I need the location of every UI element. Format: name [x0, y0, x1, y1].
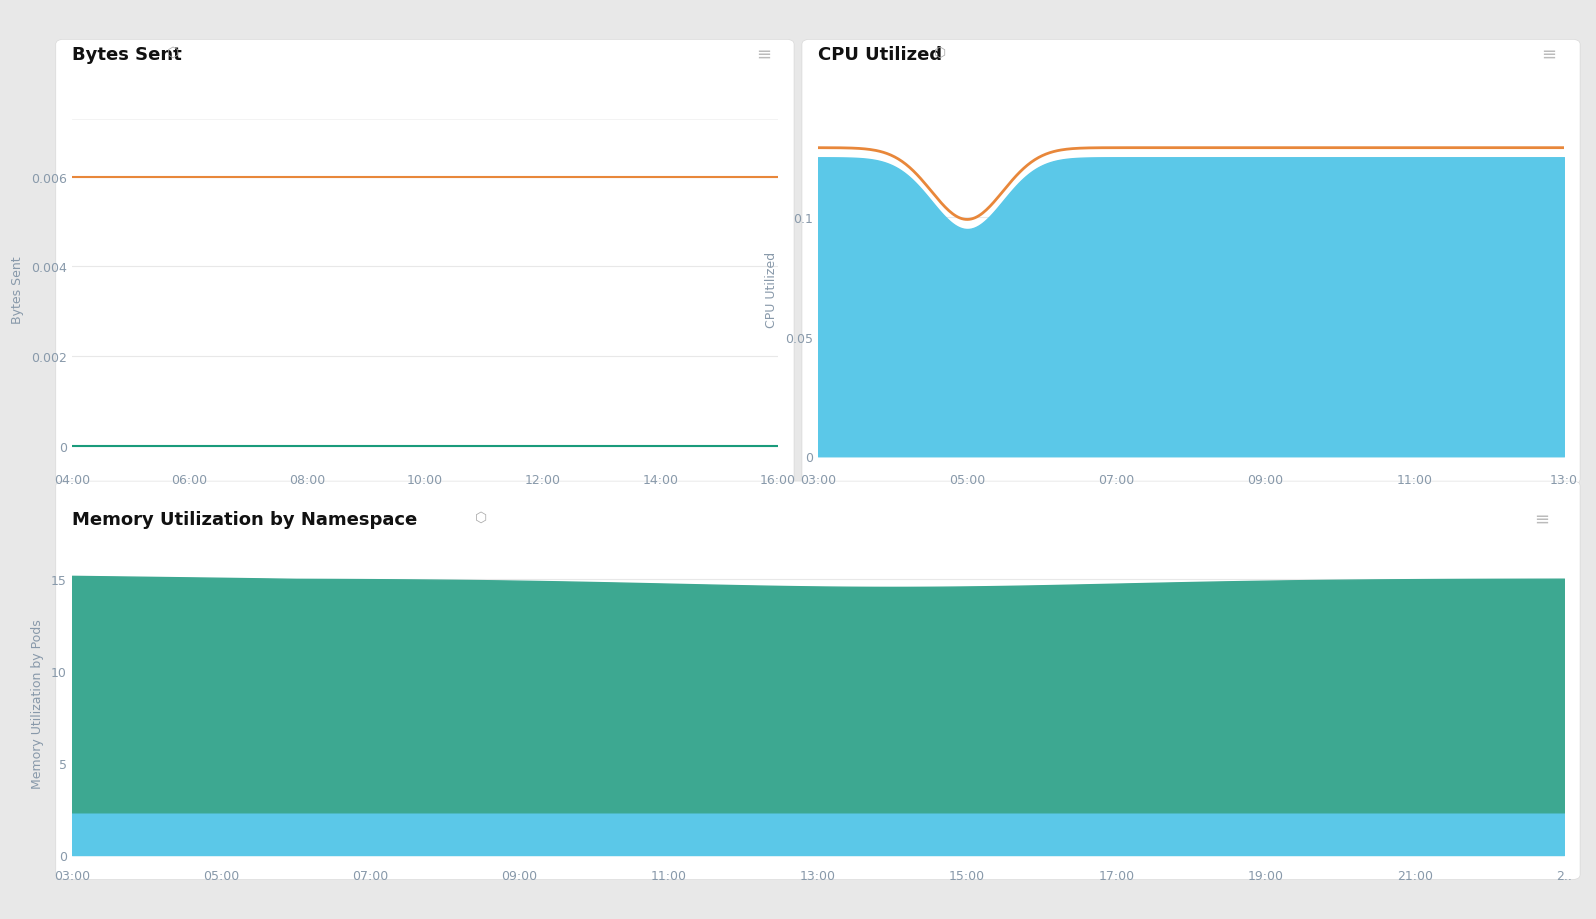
- Text: ⬡: ⬡: [934, 46, 946, 60]
- Y-axis label: Bytes Sent: Bytes Sent: [11, 255, 24, 323]
- Text: ⬡: ⬡: [474, 510, 487, 524]
- Text: ≡: ≡: [1534, 510, 1550, 528]
- Text: ≡: ≡: [1542, 46, 1556, 63]
- Y-axis label: Memory Utilization by Pods: Memory Utilization by Pods: [32, 618, 45, 788]
- Text: Memory Utilization by Namespace: Memory Utilization by Namespace: [72, 510, 417, 528]
- Text: ⬡: ⬡: [168, 46, 179, 60]
- Text: ≡: ≡: [757, 46, 771, 63]
- Text: Bytes Sent: Bytes Sent: [72, 46, 182, 63]
- Text: CPU Utilized: CPU Utilized: [817, 46, 942, 63]
- Y-axis label: CPU Utilized: CPU Utilized: [764, 252, 779, 327]
